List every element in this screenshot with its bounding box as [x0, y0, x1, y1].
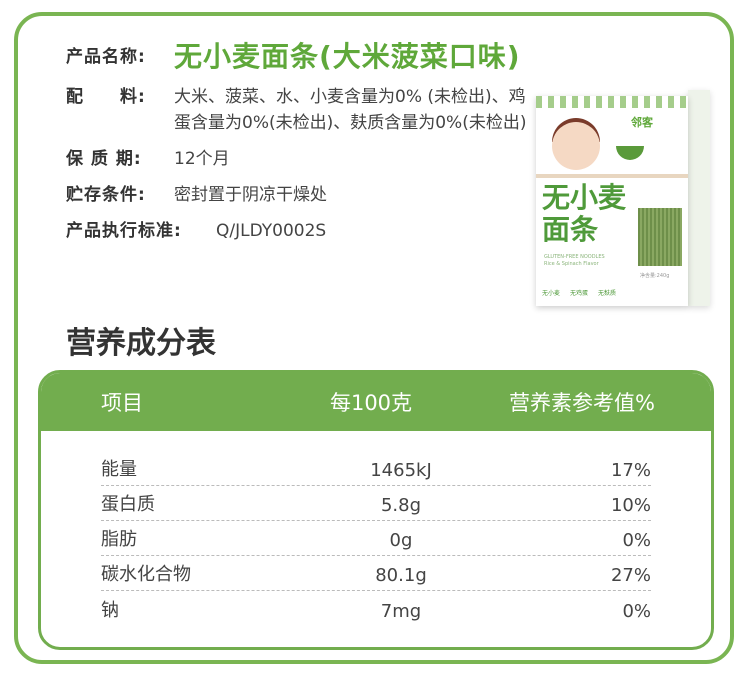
package-front: 邻客 无小麦面条 GLUTEN-FREE NOODLES Rice & Spina… — [536, 96, 688, 306]
table-cell: 0% — [622, 601, 651, 622]
storage-row: 贮存条件: 密封置于阴凉干燥处 — [66, 182, 528, 208]
bowl-icon — [616, 146, 644, 160]
table-cell: 脂肪 — [101, 529, 137, 550]
table-cell: 钠 — [101, 600, 119, 621]
badge: 无小麦 — [542, 290, 561, 297]
table-cell: 80.1g — [375, 565, 427, 586]
table-cell: 1465kJ — [370, 460, 432, 481]
value: Q/JLDY0002S — [216, 221, 327, 241]
shelf-life-row: 保 质 期: 12个月 — [66, 146, 528, 172]
header-nrv: 营养素参考值% — [509, 391, 655, 415]
table-header: 项目 每100克 营养素参考值% — [41, 373, 711, 431]
label: 保 质 期: — [66, 149, 142, 169]
header-item: 项目 — [101, 391, 143, 415]
nutrition-title: 营养成分表 — [66, 326, 216, 361]
table-cell: 0g — [389, 530, 413, 551]
table-cell: 5.8g — [380, 495, 422, 516]
table-cell: 蛋白质 — [101, 494, 155, 515]
net-weight: 净含量:240g — [640, 273, 670, 279]
table-row: 钠 7mg 0% — [101, 591, 651, 626]
table-cell: 碳水化合物 — [101, 564, 191, 585]
ingredients-row: 配 料: 大米、菠菜、水、小麦含量为0% (未检出)、鸡蛋含量为0%(未检出)、… — [66, 84, 528, 136]
product-name-row: 产品名称: 无小麦面条(大米菠菜口味) — [66, 40, 528, 73]
package-side — [688, 90, 710, 306]
package-title: 无小麦面条 — [542, 182, 627, 246]
table-body: 能量 1465kJ 17% 蛋白质 5.8g 10% 脂肪 0g 0% 碳水化合物 80.1g 27%… — [41, 431, 711, 626]
table-cell: 7mg — [380, 601, 422, 622]
package-en: GLUTEN-FREE NOODLES — [544, 254, 605, 260]
product-package-image: 邻客 无小麦面条 GLUTEN-FREE NOODLES Rice & Spina… — [536, 90, 712, 308]
product-name: 无小麦面条(大米菠菜口味) — [174, 40, 521, 73]
table-cell: 能量 — [101, 459, 137, 480]
label: 配 料: — [66, 87, 146, 107]
label: 产品执行标准: — [66, 221, 182, 241]
badge: 无鸡蛋 — [570, 290, 589, 297]
table-row: 蛋白质 5.8g 10% — [101, 486, 651, 521]
table-row: 能量 1465kJ 17% — [101, 451, 651, 486]
table-cell: 17% — [610, 460, 651, 481]
value: 密封置于阴凉干燥处 — [174, 185, 327, 205]
nutrition-table: 项目 每100克 营养素参考值% 能量 1465kJ 17% 蛋白质 5.8g 10% 脂肪… — [38, 370, 714, 650]
value: 12个月 — [174, 149, 230, 169]
badge: 无麸质 — [598, 290, 617, 297]
table-row: 碳水化合物 80.1g 27% — [101, 556, 651, 591]
table-cell: 27% — [610, 565, 651, 586]
standard-row: 产品执行标准: Q/JLDY0002S — [66, 218, 528, 244]
value: 大米、菠菜、水、小麦含量为0% (未检出)、鸡蛋含量为0%(未检出)、麸质含量为… — [174, 87, 527, 133]
outer-frame — [14, 12, 734, 664]
label: 产品名称: — [66, 47, 146, 67]
noodle-image — [638, 208, 682, 266]
child-illustration — [552, 122, 600, 170]
product-info: 产品名称: 无小麦面条(大米菠菜口味) 配 料: 大米、菠菜、水、小麦含量为0%… — [66, 40, 528, 254]
table-cell: 0% — [622, 530, 651, 551]
table-row: 脂肪 0g 0% — [101, 521, 651, 556]
brand-logo: 邻客 — [631, 116, 653, 129]
table-cell: 10% — [610, 495, 651, 516]
package-en: Rice & Spinach Flavor — [544, 261, 599, 267]
header-per100g: 每100克 — [329, 391, 413, 415]
label: 贮存条件: — [66, 185, 146, 205]
